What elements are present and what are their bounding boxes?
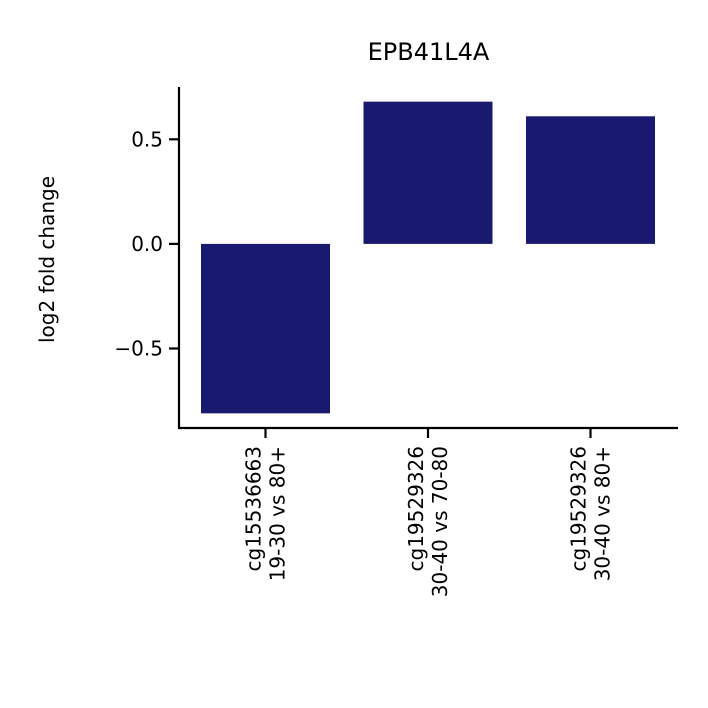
x-tick-label-line: cg19529326 [567,446,591,572]
x-tick-label: cg19529326 30-40 vs 70-80 [404,446,452,597]
bar-1 [363,101,493,244]
y-tick-label: 0.0 [131,232,163,256]
y-tick-label: 0.5 [131,127,163,151]
x-tick-label-line: cg19529326 [404,446,428,572]
x-tick-label-line: 30-40 vs 80+ [591,446,615,581]
x-tick-label: cg15536663 19-30 vs 80+ [242,446,290,581]
chart-title: EPB41L4A [368,38,490,66]
y-ticks-group: 0.5 0.0 −0.5 [114,127,179,361]
x-ticks-group: cg15536663 19-30 vs 80+ cg19529326 30-40 vs… [242,428,615,597]
y-tick-label: −0.5 [114,337,163,361]
bar-2 [526,116,655,244]
bar-0 [201,243,330,414]
x-tick-label: cg19529326 30-40 vs 80+ [567,446,615,581]
x-tick-label-line: 19-30 vs 80+ [266,446,290,581]
x-tick-label-line: cg15536663 [242,446,266,572]
y-axis-label: log2 fold change [35,176,59,343]
x-tick-label-line: 30-40 vs 70-80 [428,446,452,597]
bars-group [201,101,655,414]
